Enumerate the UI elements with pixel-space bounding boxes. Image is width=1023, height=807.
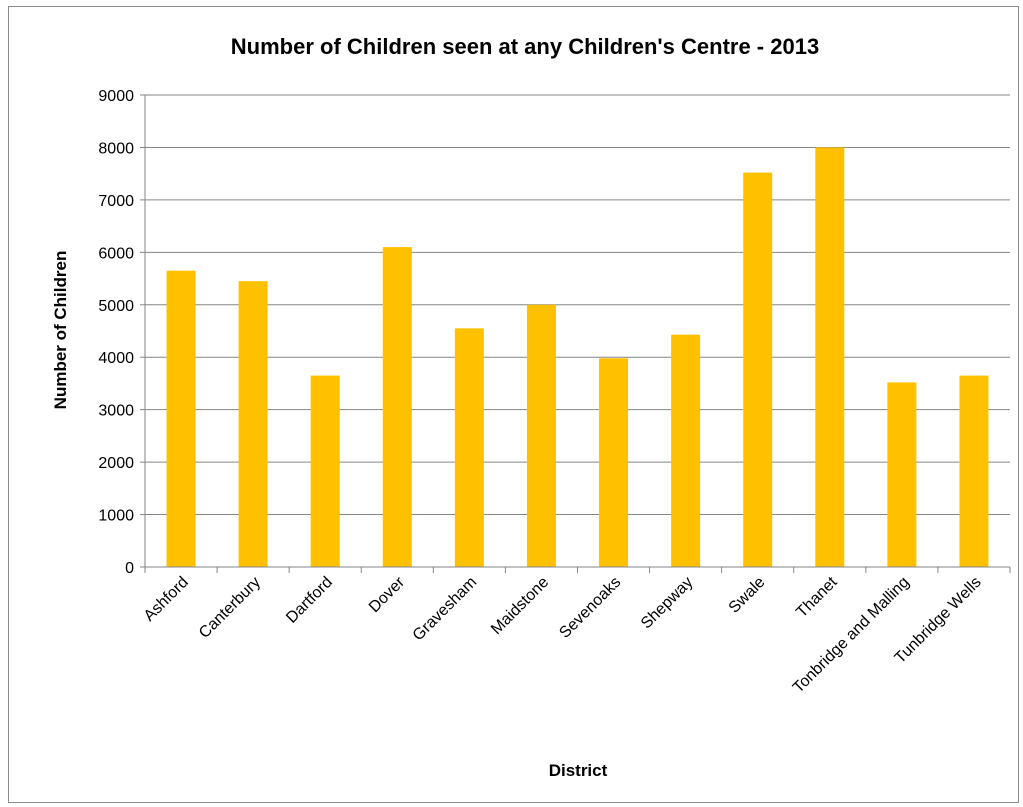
y-tick-label: 9000 — [98, 88, 134, 105]
y-tick-label: 0 — [125, 560, 134, 577]
bar-maidstone — [526, 304, 556, 567]
x-tick-label: Gravesham — [410, 574, 481, 645]
x-tick-labels: Ashford Canterbury Dartford Dover Gravesham M… — [141, 573, 985, 696]
x-tick-label: Ashford — [141, 574, 192, 625]
gridlines — [140, 94, 1010, 568]
bar-dartford — [310, 375, 340, 567]
bar-canterbury — [238, 281, 268, 567]
y-tick-label: 2000 — [98, 455, 134, 472]
axes — [144, 95, 1011, 573]
x-axis-title: District — [549, 761, 608, 780]
y-tick-label: 3000 — [98, 403, 134, 420]
y-tick-label: 8000 — [98, 140, 134, 157]
y-tick-label: 7000 — [98, 193, 134, 210]
x-tick-label: Sevenoaks — [556, 574, 624, 642]
bar-swale — [743, 172, 773, 567]
bar-thanet — [815, 147, 845, 567]
x-tick-label: Dartford — [283, 574, 336, 627]
y-tick-label: 6000 — [98, 245, 134, 262]
bar-dover — [382, 247, 412, 568]
x-tick-label: Shepway — [638, 574, 697, 633]
x-tick-label: Swale — [726, 574, 769, 617]
x-tick-label: Canterbury — [196, 574, 264, 642]
bar-ashford — [166, 270, 196, 567]
x-tick-label: Tonbridge and Malling — [790, 574, 913, 697]
y-tick-label: 4000 — [98, 350, 134, 367]
y-tick-label: 5000 — [98, 298, 134, 315]
bar-shepway — [671, 334, 701, 567]
y-tick-labels: 0 1000 2000 3000 4000 5000 6000 7000 8000 9000 — [98, 88, 134, 577]
bar-tunbridge-wells — [959, 375, 989, 567]
y-axis-title: Number of Children — [51, 251, 70, 410]
bar-sevenoaks — [599, 358, 629, 567]
x-tick-label: Thanet — [793, 573, 841, 621]
bar-gravesham — [454, 328, 484, 567]
y-tick-label: 1000 — [98, 508, 134, 525]
bars — [166, 147, 989, 568]
chart-title: Number of Children seen at any Children'… — [231, 34, 819, 59]
x-tick-label: Dover — [366, 573, 409, 616]
x-tick-label: Maidstone — [488, 574, 552, 638]
bar-tonbridge-and-malling — [887, 382, 917, 567]
